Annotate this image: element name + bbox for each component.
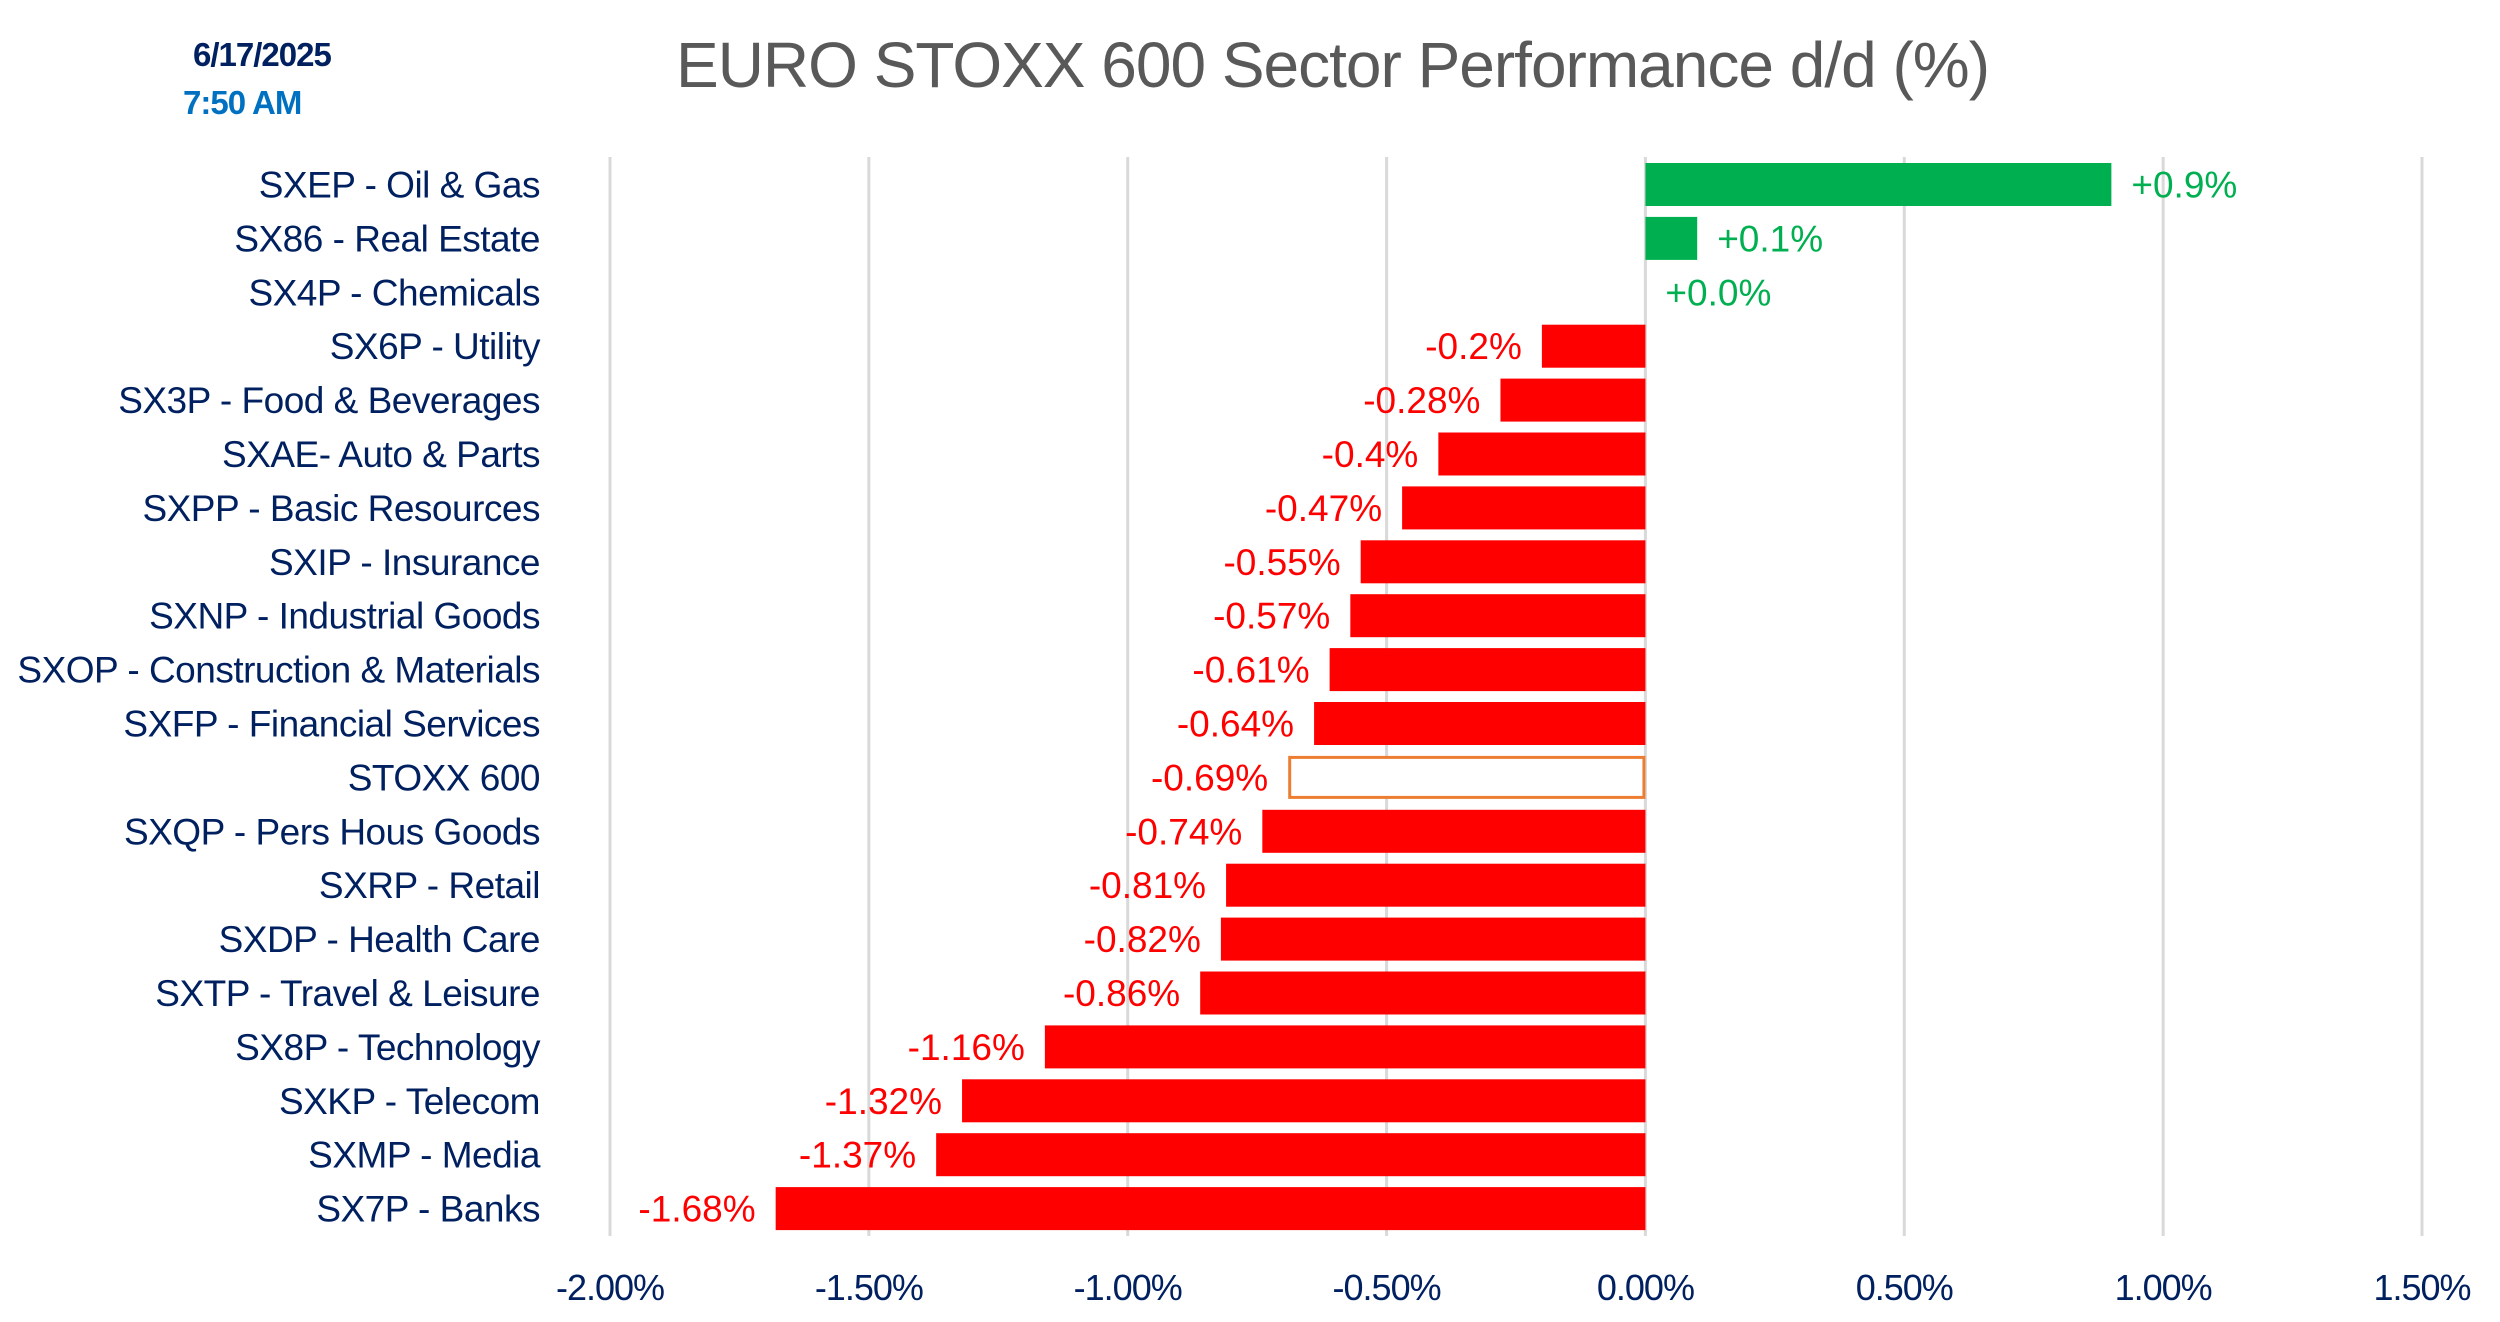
- chart-title: EURO STOXX 600 Sector Performance d/d (%…: [676, 29, 1990, 101]
- bar: [1044, 1025, 1646, 1069]
- data-label: -0.81%: [1089, 865, 1206, 906]
- bar: [1226, 863, 1646, 907]
- bar: [1500, 378, 1646, 422]
- category-label: SXQP - Pers Hous Goods: [124, 811, 540, 852]
- category-label: SXEP - Oil & Gas: [259, 165, 540, 206]
- data-label: +0.9%: [2131, 165, 2237, 206]
- x-tick-label: 0.00%: [1597, 1267, 1694, 1308]
- data-label: -0.4%: [1322, 434, 1419, 475]
- data-label: -1.16%: [908, 1027, 1025, 1068]
- category-label: SX8P - Technology: [235, 1027, 541, 1068]
- category-label: SX4P - Chemicals: [248, 272, 540, 313]
- x-tick-label: 1.00%: [2115, 1267, 2212, 1308]
- category-label: SXTP - Travel & Leisure: [155, 973, 540, 1014]
- data-label: -1.37%: [799, 1135, 916, 1176]
- x-tick-label: -2.00%: [556, 1267, 664, 1308]
- data-label: -1.32%: [825, 1081, 942, 1122]
- category-label: SXIP - Insurance: [269, 542, 540, 583]
- data-label: -0.55%: [1223, 542, 1340, 583]
- data-label: -0.61%: [1192, 650, 1309, 691]
- data-label: -0.64%: [1177, 704, 1294, 745]
- x-tick-label: 1.50%: [2373, 1267, 2470, 1308]
- category-axis: SXEP - Oil & Gas SX86 - Real Estate SX4P -…: [17, 165, 541, 1230]
- data-label: -0.69%: [1151, 757, 1268, 798]
- bar: [1314, 702, 1646, 745]
- data-label: -1.68%: [638, 1189, 755, 1230]
- category-label: SXKP - Telecom: [279, 1081, 540, 1122]
- bar-index-stoxx600: [1288, 755, 1646, 799]
- bar: [1402, 486, 1646, 530]
- category-label: SXNP - Industrial Goods: [149, 596, 540, 637]
- data-label: -0.86%: [1063, 973, 1180, 1014]
- category-label: SX3P - Food & Beverages: [118, 380, 540, 421]
- bar: [1541, 324, 1646, 368]
- x-tick-label: -1.50%: [815, 1267, 923, 1308]
- bar: [1262, 809, 1646, 853]
- data-label: +0.1%: [1717, 218, 1823, 259]
- bar: [1438, 432, 1646, 476]
- x-tick-label: -1.00%: [1074, 1267, 1182, 1308]
- category-label: SX6P - Utility: [330, 326, 541, 367]
- data-label: -0.2%: [1425, 326, 1522, 367]
- bar: [1360, 540, 1646, 584]
- x-tick-label: 0.50%: [1856, 1267, 1953, 1308]
- data-label: -0.47%: [1265, 488, 1382, 529]
- category-label: SX86 - Real Estate: [234, 218, 540, 259]
- bar: [936, 1133, 1646, 1177]
- category-label: SXAE- Auto & Parts: [222, 434, 540, 475]
- bar: [1329, 648, 1646, 692]
- report-date: 6/17/2025: [193, 36, 332, 73]
- bar: [1200, 971, 1646, 1015]
- category-label: STOXX 600: [348, 757, 540, 798]
- bar: [1350, 594, 1646, 638]
- value-axis: -2.00% -1.50% -1.00% -0.50% 0.00% 0.50% 1.00% 1…: [556, 1267, 2472, 1308]
- category-label: SXMP - Media: [308, 1135, 541, 1176]
- data-label: +0.0%: [1665, 272, 1771, 313]
- data-label: -0.28%: [1363, 380, 1480, 421]
- bar: [962, 1079, 1646, 1123]
- bars: [775, 163, 2112, 1231]
- bar: [1645, 216, 1698, 260]
- data-label: -0.82%: [1084, 919, 1201, 960]
- bar: [1220, 917, 1646, 961]
- bar: [1645, 163, 2112, 206]
- report-time: 7:50 AM: [183, 84, 302, 121]
- data-labels: +0.9% +0.1% +0.0% -0.2% -0.28% -0.4% -0.47% -0.…: [638, 165, 2237, 1230]
- x-tick-label: -0.50%: [1333, 1267, 1441, 1308]
- category-label: SXDP - Health Care: [219, 919, 540, 960]
- gridlines: [608, 157, 2424, 1236]
- category-label: SXOP - Construction & Materials: [17, 650, 540, 691]
- category-label: SXRP - Retail: [319, 865, 540, 906]
- bar: [775, 1187, 1646, 1231]
- data-label: -0.57%: [1213, 596, 1330, 637]
- category-label: SXFP - Financial Services: [123, 704, 540, 745]
- data-label: -0.74%: [1125, 811, 1242, 852]
- category-label: SXPP - Basic Resources: [142, 488, 540, 529]
- category-label: SX7P - Banks: [316, 1189, 540, 1230]
